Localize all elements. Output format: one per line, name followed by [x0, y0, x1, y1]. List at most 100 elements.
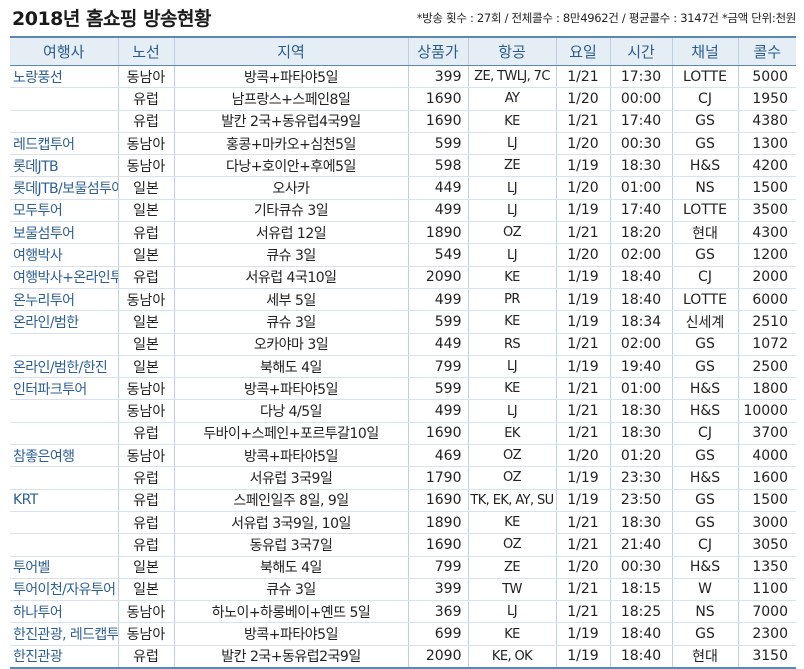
airline-cell: EK: [467, 422, 556, 446]
table-row: 유럽 서유럽 3국9일 1790 OZ 1/19 23:30 H&S 1600: [10, 466, 796, 490]
channel-cell: GS: [671, 622, 738, 646]
table-row: 하나투어 동남아 하노이+하롱베이+옌뜨 5일 369 LJ 1/21 18:25 NS 700…: [10, 600, 796, 624]
airline-cell: LJ: [467, 199, 556, 223]
day-cell: 1/19: [555, 266, 610, 289]
time-cell: 02:00: [609, 333, 672, 356]
route-cell: 동남아: [117, 622, 174, 646]
calls-cell: 6000: [737, 288, 796, 312]
table-row: 온라인/범한 일본 큐슈 3일 599 KE 1/19 18:34 신세계 2510: [10, 310, 796, 334]
agency-cell: 하나투어: [10, 600, 118, 624]
price-cell: 369: [407, 600, 468, 624]
region-cell: 오카야마 3일: [173, 333, 408, 356]
price-cell: 599: [407, 132, 468, 156]
channel-cell: H&S: [671, 556, 738, 579]
day-cell: 1/21: [555, 65, 610, 89]
time-cell: 18:40: [609, 266, 672, 289]
summary-note: *방송 횟수 : 27회 / 전체콜수 : 8만4962건 / 평균콜수 : 3…: [416, 11, 797, 25]
airline-cell: KE: [467, 377, 556, 401]
region-cell: 홍콩+마카오+심천5일: [173, 132, 408, 156]
price-cell: 799: [407, 556, 468, 579]
table-body: 노랑풍선 동남아 방콕+파타야5일 399 ZE, TWLJ, 7C 1/21 17:30 L…: [10, 65, 796, 669]
table-row: 롯데JTB/보물섬투어 일본 오사카 449 LJ 1/20 01:00 NS 1500: [10, 176, 796, 200]
airline-cell: KE: [467, 622, 556, 646]
region-cell: 서유럽 3국9일, 10일: [173, 511, 408, 535]
price-cell: 599: [407, 310, 468, 334]
day-cell: 1/20: [555, 176, 610, 200]
price-cell: 499: [407, 288, 468, 312]
table-row: 모두투어 일본 기타큐슈 3일 499 LJ 1/19 17:40 LOTTE 3500: [10, 199, 796, 223]
region-cell: 방콕+파타야5일: [173, 444, 408, 468]
header-route: 노선: [117, 36, 174, 66]
calls-cell: 1500: [737, 489, 796, 512]
price-cell: 2090: [407, 266, 468, 289]
time-cell: 18:30: [609, 154, 672, 178]
day-cell: 1/19: [555, 645, 610, 669]
airline-cell: LJ: [467, 399, 556, 423]
calls-cell: 1950: [737, 87, 796, 111]
channel-cell: CJ: [671, 266, 738, 289]
calls-cell: 1600: [737, 466, 796, 490]
region-cell: 세부 5일: [173, 288, 408, 312]
region-cell: 기타큐슈 3일: [173, 199, 408, 223]
airline-cell: OZ: [467, 444, 556, 468]
agency-cell: 모두투어: [10, 199, 118, 223]
airline-cell: KE: [467, 511, 556, 535]
calls-cell: 1200: [737, 243, 796, 267]
agency-cell: KRT: [10, 489, 118, 512]
calls-cell: 3000: [737, 511, 796, 535]
airline-cell: KE: [467, 110, 556, 133]
price-cell: 1690: [407, 87, 468, 111]
header-calls: 콜수: [737, 36, 796, 66]
route-cell: 일본: [117, 556, 174, 579]
region-cell: 다낭 4/5일: [173, 399, 408, 423]
channel-cell: H&S: [671, 377, 738, 401]
region-cell: 방콕+파타야5일: [173, 65, 408, 89]
table-row: 투어벨 일본 북해도 4일 799 ZE 1/20 00:30 H&S 1350: [10, 556, 796, 579]
header-channel: 채널: [671, 36, 738, 66]
price-cell: 1690: [407, 110, 468, 133]
agency-cell: 참좋은여행: [10, 444, 118, 468]
airline-cell: LJ: [467, 132, 556, 156]
channel-cell: GS: [671, 355, 738, 379]
calls-cell: 1800: [737, 377, 796, 401]
region-cell: 서유럽 12일: [173, 221, 408, 245]
day-cell: 1/21: [555, 110, 610, 133]
agency-cell: 레드캡투어: [10, 132, 118, 156]
table-row: 온누리투어 동남아 세부 5일 499 PR 1/19 18:40 LOTTE 6000: [10, 288, 796, 312]
region-cell: 방콕+파타야5일: [173, 622, 408, 646]
day-cell: 1/19: [555, 489, 610, 512]
calls-cell: 3500: [737, 199, 796, 223]
time-cell: 21:40: [609, 533, 672, 557]
price-cell: 449: [407, 333, 468, 356]
region-cell: 큐슈 3일: [173, 243, 408, 267]
calls-cell: 2000: [737, 266, 796, 289]
channel-cell: H&S: [671, 399, 738, 423]
route-cell: 일본: [117, 199, 174, 223]
airline-cell: ZE: [467, 556, 556, 579]
price-cell: 1790: [407, 466, 468, 490]
airline-cell: LJ: [467, 355, 556, 379]
channel-cell: H&S: [671, 466, 738, 490]
channel-cell: 신세계: [671, 310, 738, 334]
price-cell: 1690: [407, 533, 468, 557]
calls-cell: 1300: [737, 132, 796, 156]
airline-cell: OZ: [467, 466, 556, 490]
time-cell: 18:34: [609, 310, 672, 334]
price-cell: 449: [407, 176, 468, 200]
time-cell: 18:30: [609, 399, 672, 423]
time-cell: 18:30: [609, 511, 672, 535]
airline-cell: OZ: [467, 533, 556, 557]
agency-cell: 온누리투어: [10, 288, 118, 312]
airline-cell: KE: [467, 310, 556, 334]
table-row: 온라인/범한/한진 일본 북해도 4일 799 LJ 1/19 19:40 GS 2500: [10, 355, 796, 379]
route-cell: 동남아: [117, 600, 174, 624]
price-cell: 549: [407, 243, 468, 267]
day-cell: 1/21: [555, 399, 610, 423]
day-cell: 1/21: [555, 600, 610, 624]
agency-cell: 투어이천/자유투어: [10, 578, 118, 602]
agency-cell: [10, 333, 118, 356]
route-cell: 동남아: [117, 65, 174, 89]
day-cell: 1/19: [555, 622, 610, 646]
channel-cell: CJ: [671, 422, 738, 446]
day-cell: 1/19: [555, 288, 610, 312]
